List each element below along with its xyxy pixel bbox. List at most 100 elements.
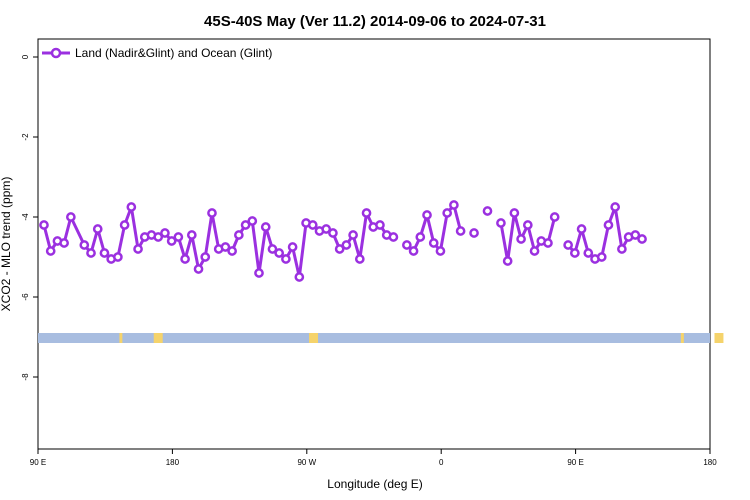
- x-axis: 90 E 180 90 W 0 90 E 180: [30, 449, 717, 467]
- data-point-27: [227, 246, 237, 256]
- chart-title: 45S-40S May (Ver 11.2) 2014-09-06 to 202…: [204, 13, 546, 30]
- x-tick-label-0: 90 E: [30, 458, 46, 467]
- data-point-77: [596, 252, 607, 262]
- data-point-60: [455, 226, 466, 236]
- data-point-68: [529, 246, 540, 256]
- data-point-63: [496, 218, 506, 228]
- data-point-16: [153, 232, 164, 242]
- data-point-35: [281, 254, 291, 264]
- y-tick-label-3: -6: [21, 293, 30, 301]
- data-point-74: [576, 224, 587, 234]
- data-point-47: [361, 208, 372, 218]
- x-tick-label-2: 90 W: [297, 458, 316, 467]
- data-point-33: [267, 244, 278, 254]
- legend-marker: [50, 47, 62, 59]
- land-segment-3: [680, 333, 684, 343]
- data-point-58: [442, 208, 453, 218]
- data-point-36: [287, 242, 298, 252]
- y-axis: 0 -2 -4 -6 -8: [21, 54, 38, 381]
- data-point-1: [45, 246, 56, 256]
- data-point-43: [334, 244, 345, 254]
- land-segment-2: [309, 333, 318, 343]
- land-segment-0: [119, 333, 123, 343]
- y-tick-label-0: 0: [21, 54, 30, 59]
- data-point-7: [92, 224, 103, 234]
- data-point-0: [39, 220, 49, 230]
- data-point-78: [603, 220, 614, 230]
- data-point-67: [522, 220, 533, 230]
- x-axis-label: Longitude (deg E): [327, 477, 422, 491]
- data-point-71: [549, 212, 560, 222]
- data-point-13: [133, 244, 143, 254]
- data-point-24: [207, 208, 217, 218]
- data-point-59: [449, 200, 459, 210]
- data-point-37: [294, 272, 305, 282]
- data-point-34: [274, 248, 285, 258]
- data-point-44: [341, 240, 352, 250]
- data-point-18: [166, 236, 177, 246]
- data-point-29: [240, 220, 251, 230]
- data-point-45: [348, 230, 358, 240]
- data-point-5: [79, 240, 90, 250]
- data-point-46: [354, 254, 365, 264]
- x-tick-label-4: 90 E: [567, 458, 583, 467]
- data-point-6: [86, 248, 96, 258]
- data-point-73: [570, 248, 580, 258]
- data-point-79: [610, 202, 621, 212]
- data-point-51: [388, 232, 399, 242]
- data-point-42: [328, 228, 338, 238]
- data-point-66: [516, 234, 526, 244]
- land-ocean-band: [38, 333, 724, 343]
- data-point-39: [307, 220, 318, 230]
- data-point-26: [220, 242, 231, 252]
- data-point-3: [59, 238, 69, 248]
- x-tick-label-1: 180: [166, 458, 180, 467]
- data-point-11: [119, 220, 130, 230]
- legend-label: Land (Nadir&Glint) and Ocean (Glint): [75, 46, 272, 60]
- data-point-70: [543, 238, 553, 248]
- data-point-10: [113, 252, 123, 262]
- x-tick-label-5: 180: [703, 458, 717, 467]
- data-point-21: [186, 230, 197, 240]
- data-point-12: [126, 202, 137, 212]
- data-point-57: [435, 246, 446, 256]
- data-point-30: [247, 216, 258, 226]
- data-point-64: [502, 256, 513, 266]
- y-tick-label-1: -2: [21, 133, 30, 141]
- land-segment-4: [714, 333, 724, 343]
- data-point-31: [254, 268, 264, 278]
- y-tick-label-2: -4: [21, 213, 30, 221]
- data-point-8: [99, 248, 110, 258]
- data-point-4: [66, 212, 76, 222]
- ocean-band: [38, 333, 710, 343]
- y-axis-label: XCO2 - MLO trend (ppm): [0, 177, 13, 312]
- data-point-83: [637, 234, 647, 244]
- data-point-41: [321, 224, 332, 234]
- data-point-62: [482, 206, 493, 216]
- data-point-20: [180, 254, 190, 264]
- data-point-19: [173, 232, 184, 242]
- data-point-61: [469, 228, 479, 238]
- data-point-23: [200, 252, 211, 262]
- data-point-28: [234, 230, 244, 240]
- series-line-0-0: [42, 205, 394, 279]
- x-tick-label-3: 0: [439, 458, 444, 467]
- land-segment-1: [153, 333, 163, 343]
- data-point-80: [617, 244, 627, 254]
- data-point-56: [428, 238, 439, 248]
- data-point-54: [415, 232, 426, 242]
- y-tick-label-4: -8: [21, 373, 30, 381]
- data-point-17: [160, 228, 170, 238]
- data-point-55: [422, 210, 432, 220]
- data-point-65: [509, 208, 520, 218]
- series-layer: [39, 200, 647, 282]
- data-point-22: [193, 264, 204, 274]
- data-point-72: [563, 240, 573, 250]
- data-point-32: [260, 222, 271, 232]
- data-point-75: [583, 248, 594, 258]
- data-point-53: [408, 246, 419, 256]
- data-point-49: [375, 220, 385, 230]
- data-point-52: [402, 240, 412, 250]
- data-point-82: [630, 230, 641, 240]
